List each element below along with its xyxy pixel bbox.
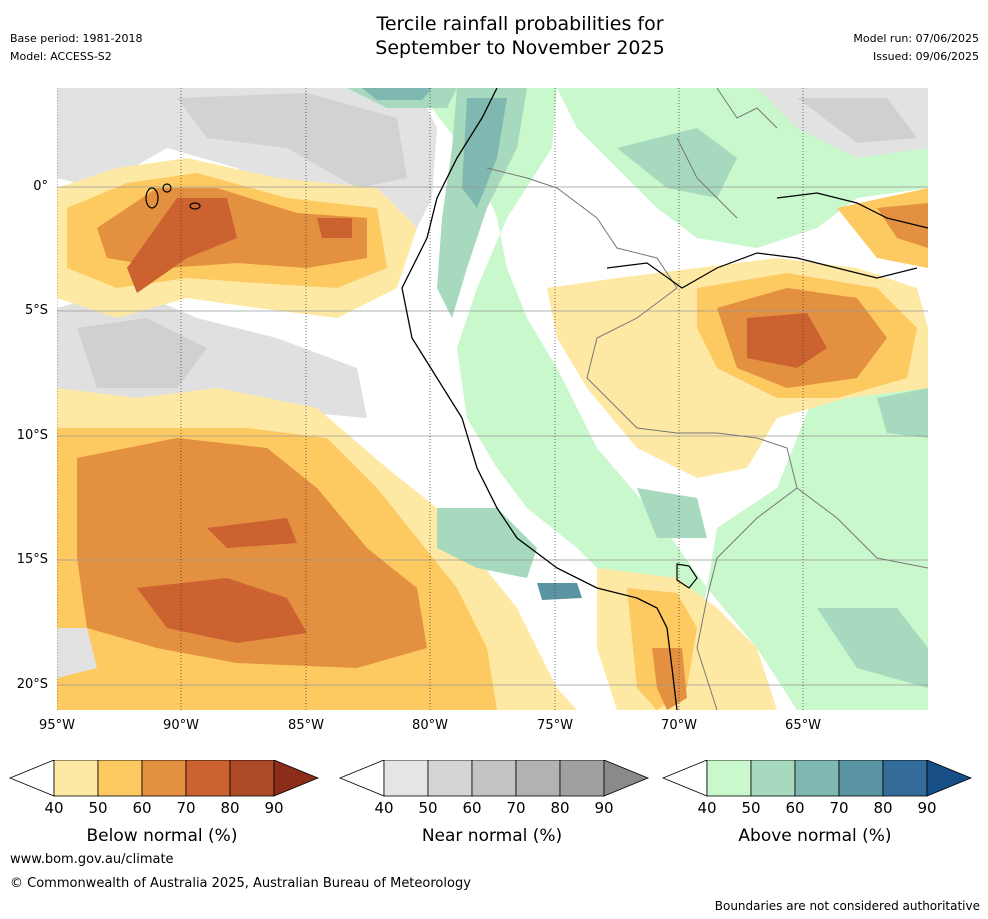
title-line-1: Tercile rainfall probabilities for — [376, 13, 664, 35]
colorbar-tick-label: 70 — [506, 799, 526, 817]
colorbar-tick-label: 60 — [785, 799, 805, 817]
colorbar-under-extension — [338, 760, 385, 797]
colorbar-title-near: Near normal (%) — [421, 826, 563, 846]
coastline — [401, 87, 678, 711]
colorbar-tick-label: 50 — [418, 799, 438, 817]
colorbar-segment — [427, 760, 473, 797]
colorbar-tick-label: 80 — [550, 799, 570, 817]
lat-label-0: 0° — [33, 179, 48, 194]
colorbar-segment — [471, 760, 517, 797]
title-line-2: September to November 2025 — [375, 37, 665, 59]
model-run-label: Model run: 07/06/2025 — [853, 32, 979, 45]
website-link[interactable]: www.bom.gov.au/climate — [10, 852, 174, 867]
boundaries-disclaimer: Boundaries are not considered authoritat… — [714, 899, 980, 913]
colorbar-under-extension — [8, 760, 55, 797]
colorbar-segment — [838, 760, 884, 797]
lon-label-85w: 85°W — [288, 718, 324, 733]
colorbar-tick-label: 70 — [829, 799, 849, 817]
lat-label-5s: 5°S — [24, 303, 48, 318]
colorbar-segment — [706, 760, 752, 797]
copyright-text: © Commonwealth of Australia 2025, Austra… — [10, 876, 471, 891]
page-title: Tercile rainfall probabilities for Septe… — [300, 12, 740, 60]
colorbar-title-above: Above normal (%) — [738, 826, 892, 846]
base-period-label: Base period: 1981-2018 — [10, 32, 143, 45]
lon-label-65w: 65°W — [785, 718, 821, 733]
colorbar-tick-label: 90 — [264, 799, 284, 817]
colorbar-tick-label: 40 — [44, 799, 64, 817]
above-normal-andes — [417, 88, 707, 648]
lat-label-15s: 15°S — [16, 552, 48, 567]
colorbar-tick-label: 70 — [176, 799, 196, 817]
colorbar-segment — [794, 760, 840, 797]
lon-label-80w: 80°W — [412, 718, 448, 733]
colorbar-segment — [97, 760, 143, 797]
colorbar-tick-label: 60 — [132, 799, 152, 817]
colorbar-tick-label: 50 — [88, 799, 108, 817]
colorbar-segment — [559, 760, 605, 797]
colorbar-tick-label: 90 — [917, 799, 937, 817]
colorbar-above-normal — [661, 760, 973, 797]
colorbar-over-extension — [603, 760, 650, 797]
lat-label-20s: 20°S — [16, 677, 48, 692]
colorbar-segment — [882, 760, 928, 797]
colorbar-segment — [185, 760, 231, 797]
colorbar-segment — [53, 760, 99, 797]
colorbars — [8, 760, 973, 797]
colorbar-over-extension — [273, 760, 320, 797]
colorbar-tick-label: 40 — [374, 799, 394, 817]
lat-label-10s: 10°S — [16, 428, 48, 443]
colorbar-tick-label: 90 — [594, 799, 614, 817]
rainfall-map — [56, 87, 929, 711]
lake-titicaca — [676, 563, 698, 589]
colorbar-over-extension — [926, 760, 973, 797]
river — [606, 252, 918, 289]
issued-label: Issued: 09/06/2025 — [872, 50, 979, 63]
colorbar-segment — [383, 760, 429, 797]
lon-label-70w: 70°W — [661, 718, 697, 733]
country-borders — [486, 87, 929, 711]
lon-label-95w: 95°W — [39, 718, 75, 733]
colorbar-tick-label: 50 — [741, 799, 761, 817]
lon-label-90w: 90°W — [163, 718, 199, 733]
lon-label-75w: 75°W — [537, 718, 573, 733]
colorbar-segment — [515, 760, 561, 797]
colorbar-tick-label: 80 — [220, 799, 240, 817]
map-canvas — [56, 87, 929, 711]
colorbar-below-normal — [8, 760, 320, 797]
colorbar-under-extension — [661, 760, 708, 797]
galapagos-islands — [145, 183, 201, 210]
colorbar-segment — [229, 760, 275, 797]
model-label: Model: ACCESS-S2 — [10, 50, 112, 63]
colorbar-tick-label: 80 — [873, 799, 893, 817]
lat-gridlines — [57, 186, 928, 686]
colorbar-near-normal — [338, 760, 650, 797]
colorbar-tick-label: 60 — [462, 799, 482, 817]
colorbar-segment — [750, 760, 796, 797]
colorbar-segment — [141, 760, 187, 797]
colorbar-tick-label: 40 — [697, 799, 717, 817]
colorbar-title-below: Below normal (%) — [86, 826, 238, 846]
